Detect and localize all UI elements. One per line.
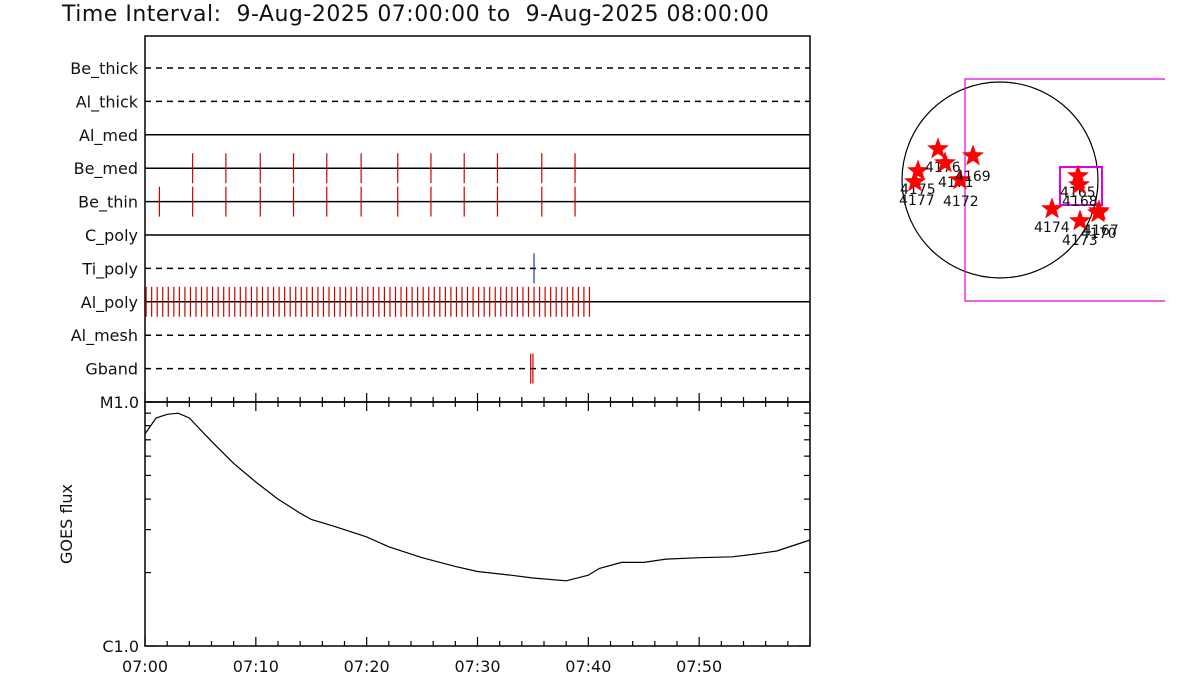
goes-ylabel: GOES flux	[57, 484, 76, 564]
fov-zoom-box	[1059, 166, 1103, 206]
region-star-marker	[1068, 209, 1092, 231]
channel-label: Al_mesh	[71, 326, 138, 346]
region-label: 4165	[1060, 185, 1096, 201]
time-interval-title: Time Interval: 9-Aug-2025 07:00:00 to 9-…	[62, 2, 770, 27]
x-tick-label: 07:10	[233, 657, 279, 676]
filter-timeline-panel: Be_thick Al_thick Al_med Be_med Be_thin C_pol…	[70, 35, 811, 403]
region-star-marker	[903, 170, 927, 192]
channel-label: Al_med	[79, 126, 138, 146]
region-star-marker	[948, 168, 972, 190]
region-label: 4169	[955, 169, 991, 185]
region-star-marker	[1067, 173, 1091, 195]
region-star-marker	[906, 159, 930, 181]
region-label: 4170	[1081, 226, 1117, 242]
goes-frame	[144, 401, 811, 647]
x-tick-label: 07:40	[565, 657, 611, 676]
channel-label: Al_poly	[81, 293, 138, 313]
region-star-marker	[1087, 199, 1111, 221]
x-tick-label: 07:20	[344, 657, 390, 676]
goes-ytick-label: M1.0	[100, 393, 139, 412]
channel-label: Al_thick	[76, 92, 139, 112]
region-label: 4175	[900, 182, 936, 198]
channel-label: Gband	[85, 360, 138, 379]
region-star-marker	[961, 144, 985, 166]
goes-ytick-label: C1.0	[102, 637, 139, 656]
channel-label: Ti_poly	[81, 259, 138, 279]
x-tick-label: 07:30	[454, 657, 500, 676]
timeline-frame	[144, 35, 811, 403]
region-star-marker	[926, 137, 950, 159]
region-label: 4174	[1034, 220, 1070, 236]
x-tick-label: 07:00	[122, 657, 168, 676]
region-label: 4173	[1062, 233, 1098, 249]
region-star-marker	[1040, 197, 1064, 219]
region-label: 4172	[943, 194, 979, 210]
goes-flux-panel: M1.0 C1.0 GOES flux 07:00 07:10 07:20 07:30 07:…	[57, 393, 811, 676]
solar-map-panel: 4175417641714177417241694165416841744173…	[899, 78, 1165, 302]
x-tick-label: 07:50	[676, 657, 722, 676]
region-label: 4177	[899, 193, 935, 209]
fov-outline	[964, 78, 1165, 302]
region-star-marker	[933, 151, 957, 173]
goes-flux-curve	[144, 412, 811, 582]
channel-label: Be_thick	[70, 59, 138, 79]
region-label: 4168	[1062, 194, 1098, 210]
channel-label: Be_thin	[78, 193, 138, 213]
channel-label: C_poly	[85, 226, 138, 246]
channel-label: Be_med	[74, 159, 138, 179]
region-label: 4167	[1083, 223, 1119, 239]
solar-disk	[901, 81, 1099, 279]
